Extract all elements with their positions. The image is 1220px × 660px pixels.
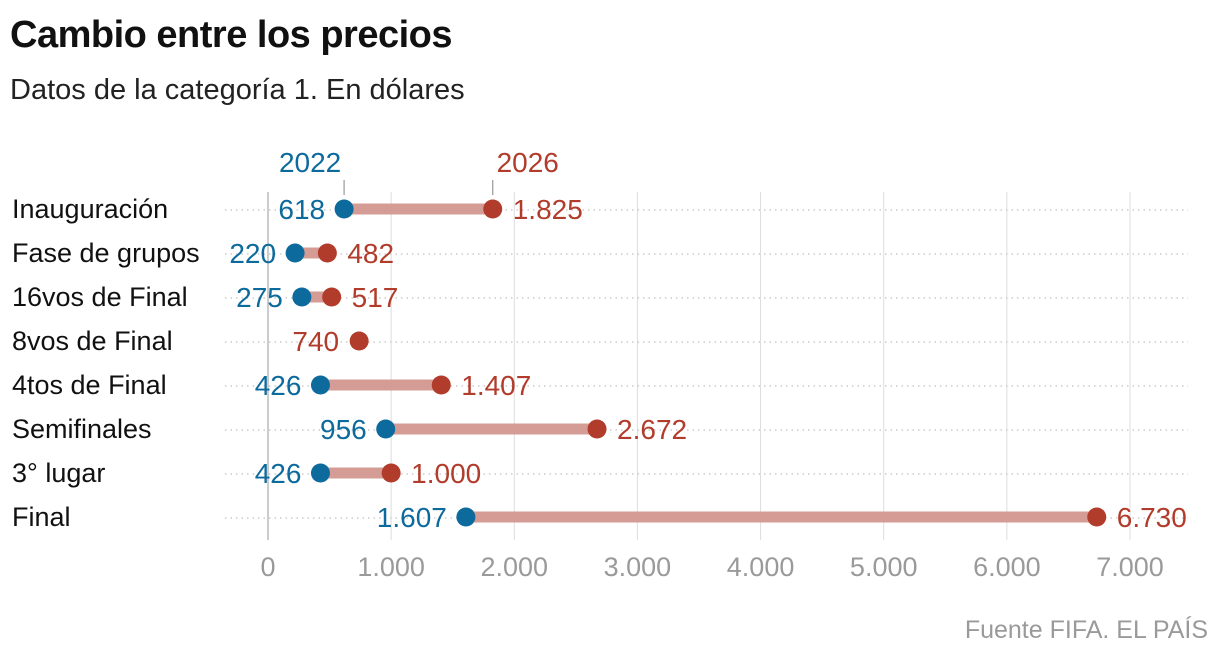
data-label-2022: 275 — [236, 282, 283, 313]
legend-label-2026: 2026 — [497, 147, 559, 178]
point-2022 — [285, 243, 305, 263]
chart-row: 4tos de Final 426 1.407 — [12, 370, 1188, 401]
chart-row: Semifinales 956 2.672 — [12, 414, 1188, 445]
legend-label-2022: 2022 — [279, 147, 341, 178]
chart-title: Cambio entre los precios — [10, 14, 453, 56]
data-label-2026: 1.825 — [513, 194, 583, 225]
chart-row: 3° lugar 426 1.000 — [12, 458, 1188, 489]
data-label-2026: 6.730 — [1117, 502, 1187, 533]
point-2026 — [317, 243, 337, 263]
x-axis: 0 1.000 2.000 3.000 4.000 5.000 6.000 7.000 — [260, 552, 1163, 582]
data-label-2022: 220 — [229, 238, 276, 269]
chart-row: 8vos de Final 740 — [12, 326, 1188, 357]
point-2026 — [587, 419, 607, 439]
x-tick-label: 7.000 — [1096, 552, 1164, 582]
category-label: Final — [12, 502, 71, 532]
x-tick-label: 3.000 — [604, 552, 672, 582]
data-label-2022: 956 — [320, 414, 367, 445]
data-label-2026: 2.672 — [617, 414, 687, 445]
point-2026 — [322, 287, 342, 307]
point-2022 — [456, 507, 476, 527]
point-2026 — [349, 331, 369, 351]
point-2026 — [1087, 507, 1107, 527]
x-tick-label: 2.000 — [480, 552, 548, 582]
chart-row: Inauguración 618 1.825 — [12, 194, 1188, 225]
data-label-2026: 482 — [347, 238, 394, 269]
data-label-2026: 740 — [292, 326, 339, 357]
chart-subtitle: Datos de la categoría 1. En dólares — [10, 74, 465, 106]
point-2022 — [310, 375, 330, 395]
x-tick-label: 6.000 — [973, 552, 1041, 582]
data-label-2026: 1.000 — [411, 458, 481, 489]
series-legend: 2022 2026 — [279, 147, 559, 195]
data-label-2022: 426 — [255, 458, 302, 489]
data-label-2026: 517 — [352, 282, 399, 313]
category-label: Inauguración — [12, 194, 168, 224]
x-tick-label: 5.000 — [850, 552, 918, 582]
point-2026 — [431, 375, 451, 395]
category-label: 16vos de Final — [12, 282, 188, 312]
source-note: Fuente FIFA. EL PAÍS — [964, 616, 1208, 644]
category-label: Semifinales — [12, 414, 152, 444]
chart-row: Fase de grupos 220 482 — [12, 238, 1188, 269]
data-label-2022: 618 — [278, 194, 325, 225]
chart-row: Final 1.607 6.730 — [12, 502, 1188, 533]
point-2022 — [292, 287, 312, 307]
category-label: Fase de grupos — [12, 238, 200, 268]
grid-layer — [267, 192, 1131, 540]
category-label: 8vos de Final — [12, 326, 173, 356]
point-2026 — [381, 463, 401, 483]
rows-layer: Inauguración 618 1.825 Fase de grupos 220 482… — [12, 194, 1188, 533]
chart-row: 16vos de Final 275 517 — [12, 282, 1188, 313]
x-tick-label: 1.000 — [357, 552, 425, 582]
point-2022 — [376, 419, 396, 439]
point-2026 — [483, 199, 503, 219]
point-2022 — [334, 199, 354, 219]
point-2022 — [310, 463, 330, 483]
category-label: 3° lugar — [12, 458, 105, 488]
x-tick-label: 0 — [260, 552, 275, 582]
x-tick-label: 4.000 — [727, 552, 795, 582]
data-label-2022: 1.607 — [377, 502, 447, 533]
data-label-2022: 426 — [255, 370, 302, 401]
category-label: 4tos de Final — [12, 370, 167, 400]
data-label-2026: 1.407 — [461, 370, 531, 401]
